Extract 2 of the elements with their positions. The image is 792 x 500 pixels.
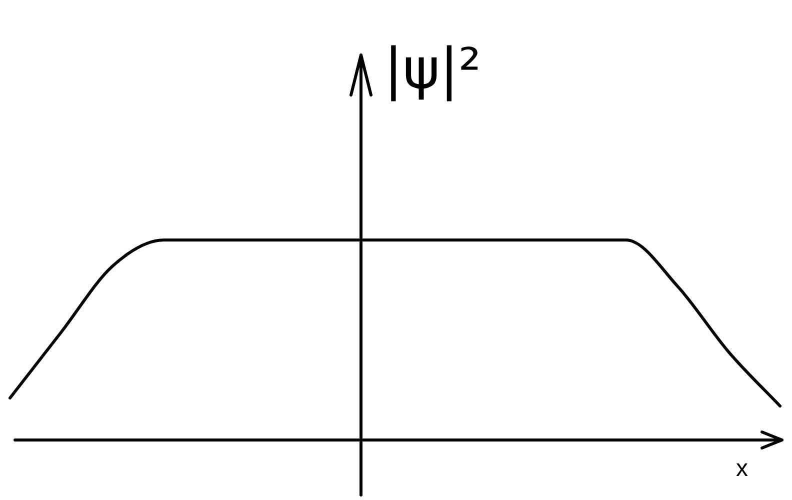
- x-axis-title: x: [736, 455, 748, 483]
- y-axis-title: |ψ|²: [384, 37, 482, 102]
